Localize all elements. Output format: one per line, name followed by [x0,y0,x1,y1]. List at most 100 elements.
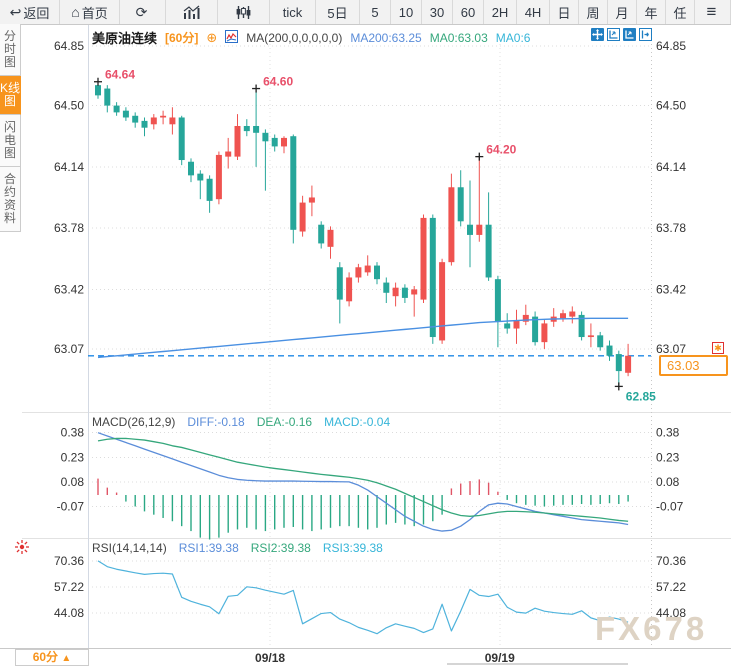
price-annotation: 64.64 [105,68,135,82]
sidebar-tab-分时图[interactable]: 分时图 [0,24,21,76]
refresh-icon[interactable]: ⟳ [120,0,166,24]
chart-header: 美原油连续 [60分] ⊕ MA(200,0,0,0,0,0) MA200:63… [92,28,530,47]
price-annotation: 64.60 [263,75,293,89]
price-alert-icon[interactable]: ✱ [712,342,724,354]
bar-chart-icon[interactable] [166,0,218,24]
toolbar-button-返回[interactable]: ↩ 返回 [0,0,60,24]
toolbar-button-label: 30 [429,4,445,20]
toolbar-button-label: tick [282,4,303,20]
axis-tick-right: -0.07 [656,499,684,513]
axis-tick-right: 70.36 [656,554,686,568]
rsi1-value: RSI1:39.38 [178,541,239,555]
chart-control-icons [591,28,652,41]
toolbar-button-label: 月 [615,5,629,21]
axis-tick-left: 44.08 [54,606,84,620]
ma0-value-b: MA0:6 [495,30,531,45]
toolbar-button-5日[interactable]: 5日 [316,0,360,24]
zoom-x-icon[interactable] [607,28,620,41]
axis-tick-left: 64.50 [54,99,84,113]
ma200-value: MA200:63.25 [350,30,422,45]
sidebar-tab-K线图[interactable]: K线图 [0,76,21,115]
rsi3-value: RSI3:39.38 [322,541,383,555]
rsi-header: RSI(14,14,14) RSI1:39.38 RSI2:39.38 RSI3… [92,541,383,555]
toolbar-button-月[interactable]: 月 [608,0,637,24]
current-price-box: 63.03 [659,355,728,376]
refresh-icon: ⟳ [135,3,148,20]
pan-icon[interactable] [591,28,604,41]
macd-dea-value: DEA:-0.16 [256,415,313,429]
toolbar-button-30[interactable]: 30 [422,0,453,24]
add-indicator-icon[interactable]: ⊕ [206,29,218,45]
date-label: 09/18 [255,651,285,665]
toolbar-button-label: 4H [524,4,542,20]
macd-header: MACD(26,12,9) DIFF:-0.18 DEA:-0.16 MACD:… [92,415,390,429]
axis-tick-right: 64.85 [656,39,686,53]
mini-chart-icon[interactable] [225,29,239,46]
macd-label: MACD(26,12,9) [92,415,176,429]
settings-sun-icon[interactable] [14,539,30,555]
axis-tick-left: 70.36 [54,554,84,568]
ma-formula-label: MA(200,0,0,0,0,0) [246,30,343,45]
zoom-y-icon[interactable] [623,28,636,41]
macd-macd-value: MACD:-0.04 [324,415,391,429]
axis-tick-right: 64.50 [656,99,686,113]
toolbar-button-周[interactable]: 周 [579,0,608,24]
axis-tick-right: 0.38 [656,426,680,440]
axis-tick-left: 0.38 [61,426,85,440]
axis-tick-right: 57.22 [656,580,686,594]
axis-tick-left: 64.85 [54,39,84,53]
toolbar-button-label: 10 [398,4,414,20]
toolbar-button-label: 返回 [23,5,50,21]
top-toolbar: ↩ 返回 ⌂ 首页 ⟳ tick 5日 5 10 30 60 2H 4H 日周月年任 ≡ [0,0,731,25]
axis-tick-right: 0.08 [656,475,680,489]
ma0-value-a: MA0:63.03 [429,30,488,45]
axis-tick-right: 63.78 [656,221,686,235]
bar-chart-icon [182,5,201,20]
toolbar-button-5[interactable]: 5 [360,0,391,24]
menu-icon: ≡ [706,2,717,21]
axis-tick-left: 0.08 [61,475,85,489]
toolbar-button-label: 5日 [327,5,348,21]
candlestick-icon [235,5,252,20]
rsi-label: RSI(14,14,14) [92,541,167,555]
toolbar-button-label: 5 [371,4,379,20]
toolbar-button-年[interactable]: 年 [637,0,666,24]
period-up-arrow-icon: ▲ [61,653,72,664]
toolbar-button-2H[interactable]: 2H [484,0,517,24]
step-forward-icon[interactable] [639,28,652,41]
price-annotation: 64.20 [486,143,516,157]
back-icon: ↩ [9,3,22,20]
toolbar-button-10[interactable]: 10 [391,0,422,24]
axis-tick-right: 64.14 [656,160,686,174]
axis-tick-left: -0.07 [57,499,85,513]
axis-tick-left: 64.14 [54,160,84,174]
axis-tick-left: 0.23 [61,450,85,464]
axis-tick-left: 63.07 [54,342,84,356]
period-text: 60分 [32,650,59,664]
toolbar-button-label: 2H [491,4,509,20]
toolbar-button-tick[interactable]: tick [270,0,316,24]
candlestick-icon[interactable] [218,0,270,24]
toolbar-button-label: 年 [644,5,658,21]
home-icon: ⌂ [71,4,80,20]
period-selector[interactable]: 60分 ▲ [15,649,89,666]
toolbar-button-日[interactable]: 日 [550,0,579,24]
axis-tick-right: 0.23 [656,450,680,464]
toolbar-button-label: 首页 [81,5,108,21]
toolbar-button-首页[interactable]: ⌂ 首页 [60,0,120,24]
menu-icon[interactable]: ≡ [695,0,731,24]
toolbar-button-60[interactable]: 60 [453,0,484,24]
period-label: [60分] [165,31,199,45]
axis-tick-right: 44.08 [656,606,686,620]
axis-tick-right: 63.42 [656,282,686,296]
macd-diff-value: DIFF:-0.18 [187,415,245,429]
axis-tick-left: 63.78 [54,221,84,235]
toolbar-button-4H[interactable]: 4H [517,0,550,24]
toolbar-button-任[interactable]: 任 [666,0,695,24]
sidebar-tab-合约资料[interactable]: 合约资料 [0,167,21,232]
left-sidebar: 分时图 K线图 闪电图 合约资料 [0,24,21,232]
symbol-name: 美原油连续 [92,31,158,46]
sidebar-tab-闪电图[interactable]: 闪电图 [0,115,21,167]
axis-tick-left: 63.42 [54,282,84,296]
